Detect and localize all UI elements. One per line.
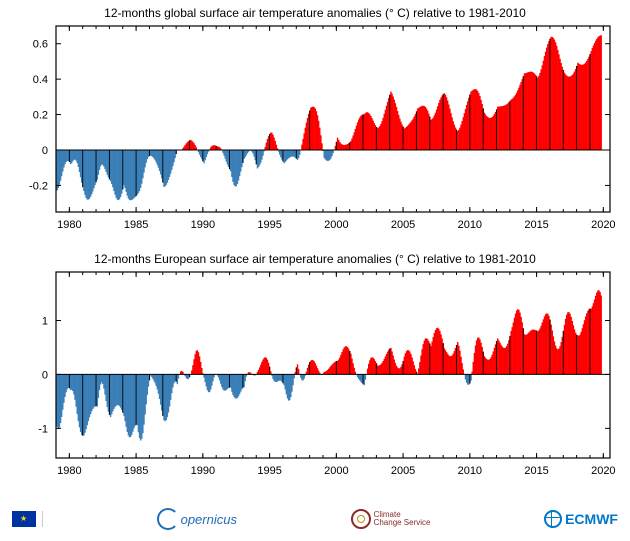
svg-text:0: 0 [42, 145, 48, 157]
eu-flag-icon [12, 511, 36, 527]
ccs-ring-icon [351, 509, 371, 529]
svg-text:2015: 2015 [524, 465, 548, 477]
svg-text:0.6: 0.6 [33, 39, 48, 51]
svg-text:1985: 1985 [124, 219, 148, 231]
svg-text:2020: 2020 [591, 219, 615, 231]
svg-text:2010: 2010 [458, 465, 482, 477]
svg-text:1980: 1980 [57, 219, 81, 231]
eu-logo [12, 511, 43, 527]
svg-text:2020: 2020 [591, 465, 615, 477]
svg-text:0.4: 0.4 [33, 74, 48, 86]
svg-text:2005: 2005 [391, 465, 415, 477]
copernicus-label: opernicus [181, 512, 237, 527]
svg-text:1990: 1990 [191, 219, 215, 231]
svg-text:1995: 1995 [257, 465, 281, 477]
chart-global: 1980 1985 1990 1995 2000 2005 2010 2015 2020 -0.2… [0, 0, 630, 232]
svg-text:2010: 2010 [458, 219, 482, 231]
copernicus-logo: opernicus [157, 508, 237, 530]
ecmwf-globe-icon [544, 510, 562, 528]
svg-text:1995: 1995 [257, 219, 281, 231]
svg-text:2015: 2015 [524, 219, 548, 231]
svg-text:0: 0 [42, 369, 48, 381]
svg-text:2000: 2000 [324, 219, 348, 231]
footer: opernicus Climate Change Service ECMWF [0, 497, 630, 541]
svg-text:2000: 2000 [324, 465, 348, 477]
ecmwf-label: ECMWF [565, 511, 618, 527]
svg-text:1985: 1985 [124, 465, 148, 477]
svg-text:2005: 2005 [391, 219, 415, 231]
chart-european: 1980 1985 1990 1995 2000 2005 2010 2015 2020 -1 0 1 [0, 246, 630, 478]
ecmwf-logo: ECMWF [544, 510, 618, 528]
copernicus-swirl-icon [157, 508, 179, 530]
svg-text:1: 1 [42, 316, 48, 328]
svg-text:-0.2: -0.2 [29, 180, 48, 192]
svg-text:0.2: 0.2 [33, 110, 48, 122]
ccs-label: Climate Change Service [374, 511, 431, 527]
svg-text:1990: 1990 [191, 465, 215, 477]
svg-text:-1: -1 [38, 423, 48, 435]
svg-text:1980: 1980 [57, 465, 81, 477]
climate-change-service-logo: Climate Change Service [351, 509, 431, 529]
